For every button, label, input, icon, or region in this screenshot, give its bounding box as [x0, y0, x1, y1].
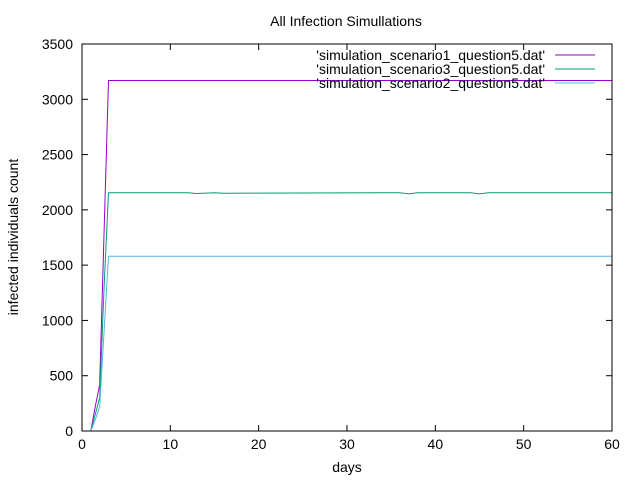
y-tick-label: 0: [65, 423, 73, 439]
x-tick-label: 40: [428, 436, 444, 452]
x-tick-label: 30: [339, 436, 355, 452]
legend: 'simulation_scenario1_question5.dat''sim…: [316, 47, 595, 91]
axis-ticks: 0 10 20 30 40 50 60 0 500 1000 1500 2000 2500 3000 350…: [42, 36, 620, 452]
legend-label: 'simulation_scenario3_question5.dat': [316, 61, 545, 77]
y-tick-label: 3500: [42, 36, 73, 52]
legend-label: 'simulation_scenario1_question5.dat': [316, 47, 545, 63]
legend-label: 'simulation_scenario2_question5.dat': [316, 75, 545, 91]
y-tick-label: 2500: [42, 147, 73, 163]
series-line-1: [90, 79, 612, 432]
series-line-3: [90, 255, 612, 432]
y-tick-label: 1500: [42, 257, 73, 273]
y-axis-label: infected individuals count: [5, 159, 21, 316]
x-tick-label: 20: [251, 436, 267, 452]
plot-border: [81, 43, 613, 432]
x-tick-label: 50: [516, 436, 532, 452]
series-line-2: [90, 192, 612, 432]
x-tick-label: 0: [78, 436, 86, 452]
y-tick-label: 3000: [42, 91, 73, 107]
y-tick-label: 1000: [42, 312, 73, 328]
y-tick-label: 2000: [42, 202, 73, 218]
x-tick-label: 60: [604, 436, 620, 452]
x-axis-label: days: [332, 459, 362, 475]
x-tick-label: 10: [163, 436, 179, 452]
chart-title: All Infection Simullations: [270, 13, 422, 29]
series-layer: [90, 79, 612, 432]
y-tick-label: 500: [50, 368, 74, 384]
